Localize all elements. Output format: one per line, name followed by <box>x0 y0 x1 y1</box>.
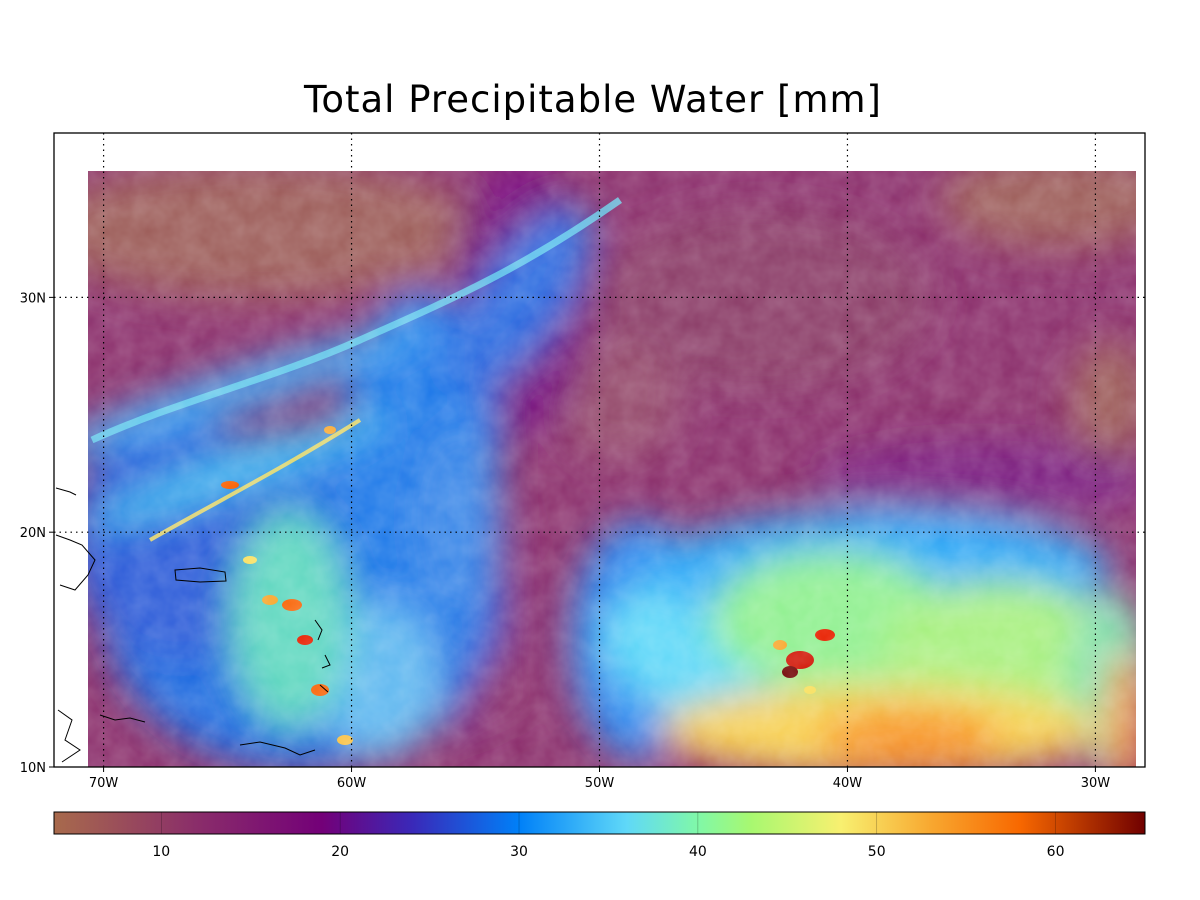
coastline-south-america <box>239 741 316 756</box>
colorbar-tick-label: 30 <box>510 844 528 860</box>
precipitable-water-field <box>88 171 1136 767</box>
coastline-island <box>321 654 331 669</box>
y-tick-label: 20N <box>20 526 46 541</box>
coastline-island <box>319 684 329 693</box>
y-tick-label: 30N <box>20 291 46 306</box>
axis-ticks: 70W 60W 50W 40W 30W 10N 20N 30N <box>20 291 1111 791</box>
coastline-puerto-rico <box>174 567 227 583</box>
x-tick-label: 40W <box>833 776 863 791</box>
colorbar-tick-label: 50 <box>868 844 886 860</box>
colorbar-ticks: 10 20 30 40 50 60 <box>152 812 1064 860</box>
x-tick-label: 60W <box>337 776 367 791</box>
coastline-island <box>314 619 323 641</box>
x-tick-label: 70W <box>89 776 119 791</box>
colorbar <box>53 811 1146 835</box>
coastlines <box>55 487 331 763</box>
coastline-south-america <box>57 709 81 763</box>
coastline-south-america <box>99 714 146 723</box>
colorbar-tick-label: 10 <box>152 844 170 860</box>
colorbar-tick-label: 60 <box>1047 844 1065 860</box>
gridlines <box>54 133 1145 767</box>
coastline-island <box>55 487 77 496</box>
colorbar-tick-label: 40 <box>689 844 707 860</box>
x-tick-label: 50W <box>585 776 615 791</box>
x-tick-label: 30W <box>1081 776 1111 791</box>
chart-title: Total Precipitable Water [mm] <box>304 78 882 121</box>
colorbar-tick-label: 20 <box>331 844 349 860</box>
field-texture <box>88 171 1136 767</box>
y-tick-label: 10N <box>20 761 46 776</box>
coastline-hispaniola <box>55 534 96 591</box>
